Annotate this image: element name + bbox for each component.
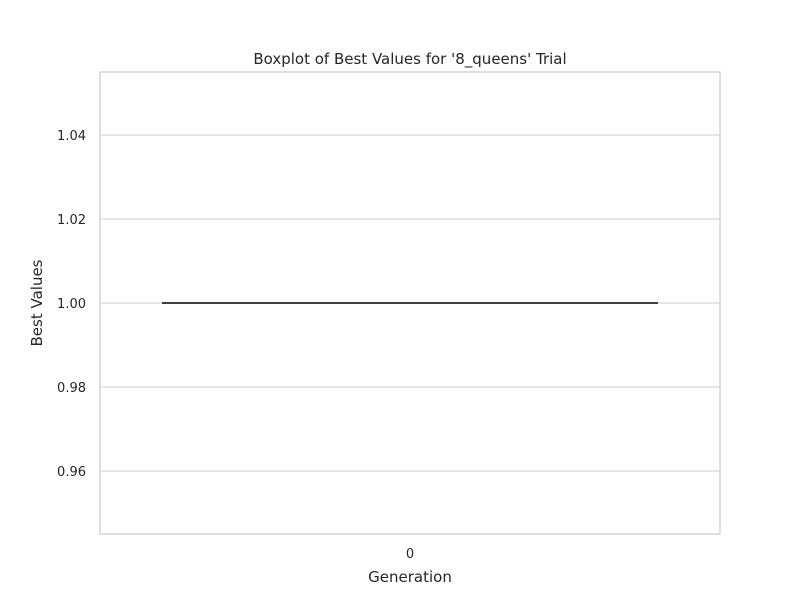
x-tick-labels: 0: [406, 547, 414, 562]
y-tick-label: 1.02: [57, 213, 86, 228]
plot-frame: [99, 71, 721, 535]
y-tick-label: 1.04: [57, 129, 86, 144]
x-axis-label: Generation: [368, 568, 452, 586]
y-tick-label: 0.96: [57, 465, 86, 480]
y-tick-label: 1.00: [57, 297, 86, 312]
chart-title: Boxplot of Best Values for '8_queens' Tr…: [253, 50, 566, 69]
y-axis-label: Best Values: [28, 259, 46, 346]
y-tick-labels: 0.96 0.98 1.00 1.02 1.04: [57, 129, 86, 480]
x-tick-label: 0: [406, 547, 414, 562]
y-tick-label: 0.98: [57, 381, 86, 396]
